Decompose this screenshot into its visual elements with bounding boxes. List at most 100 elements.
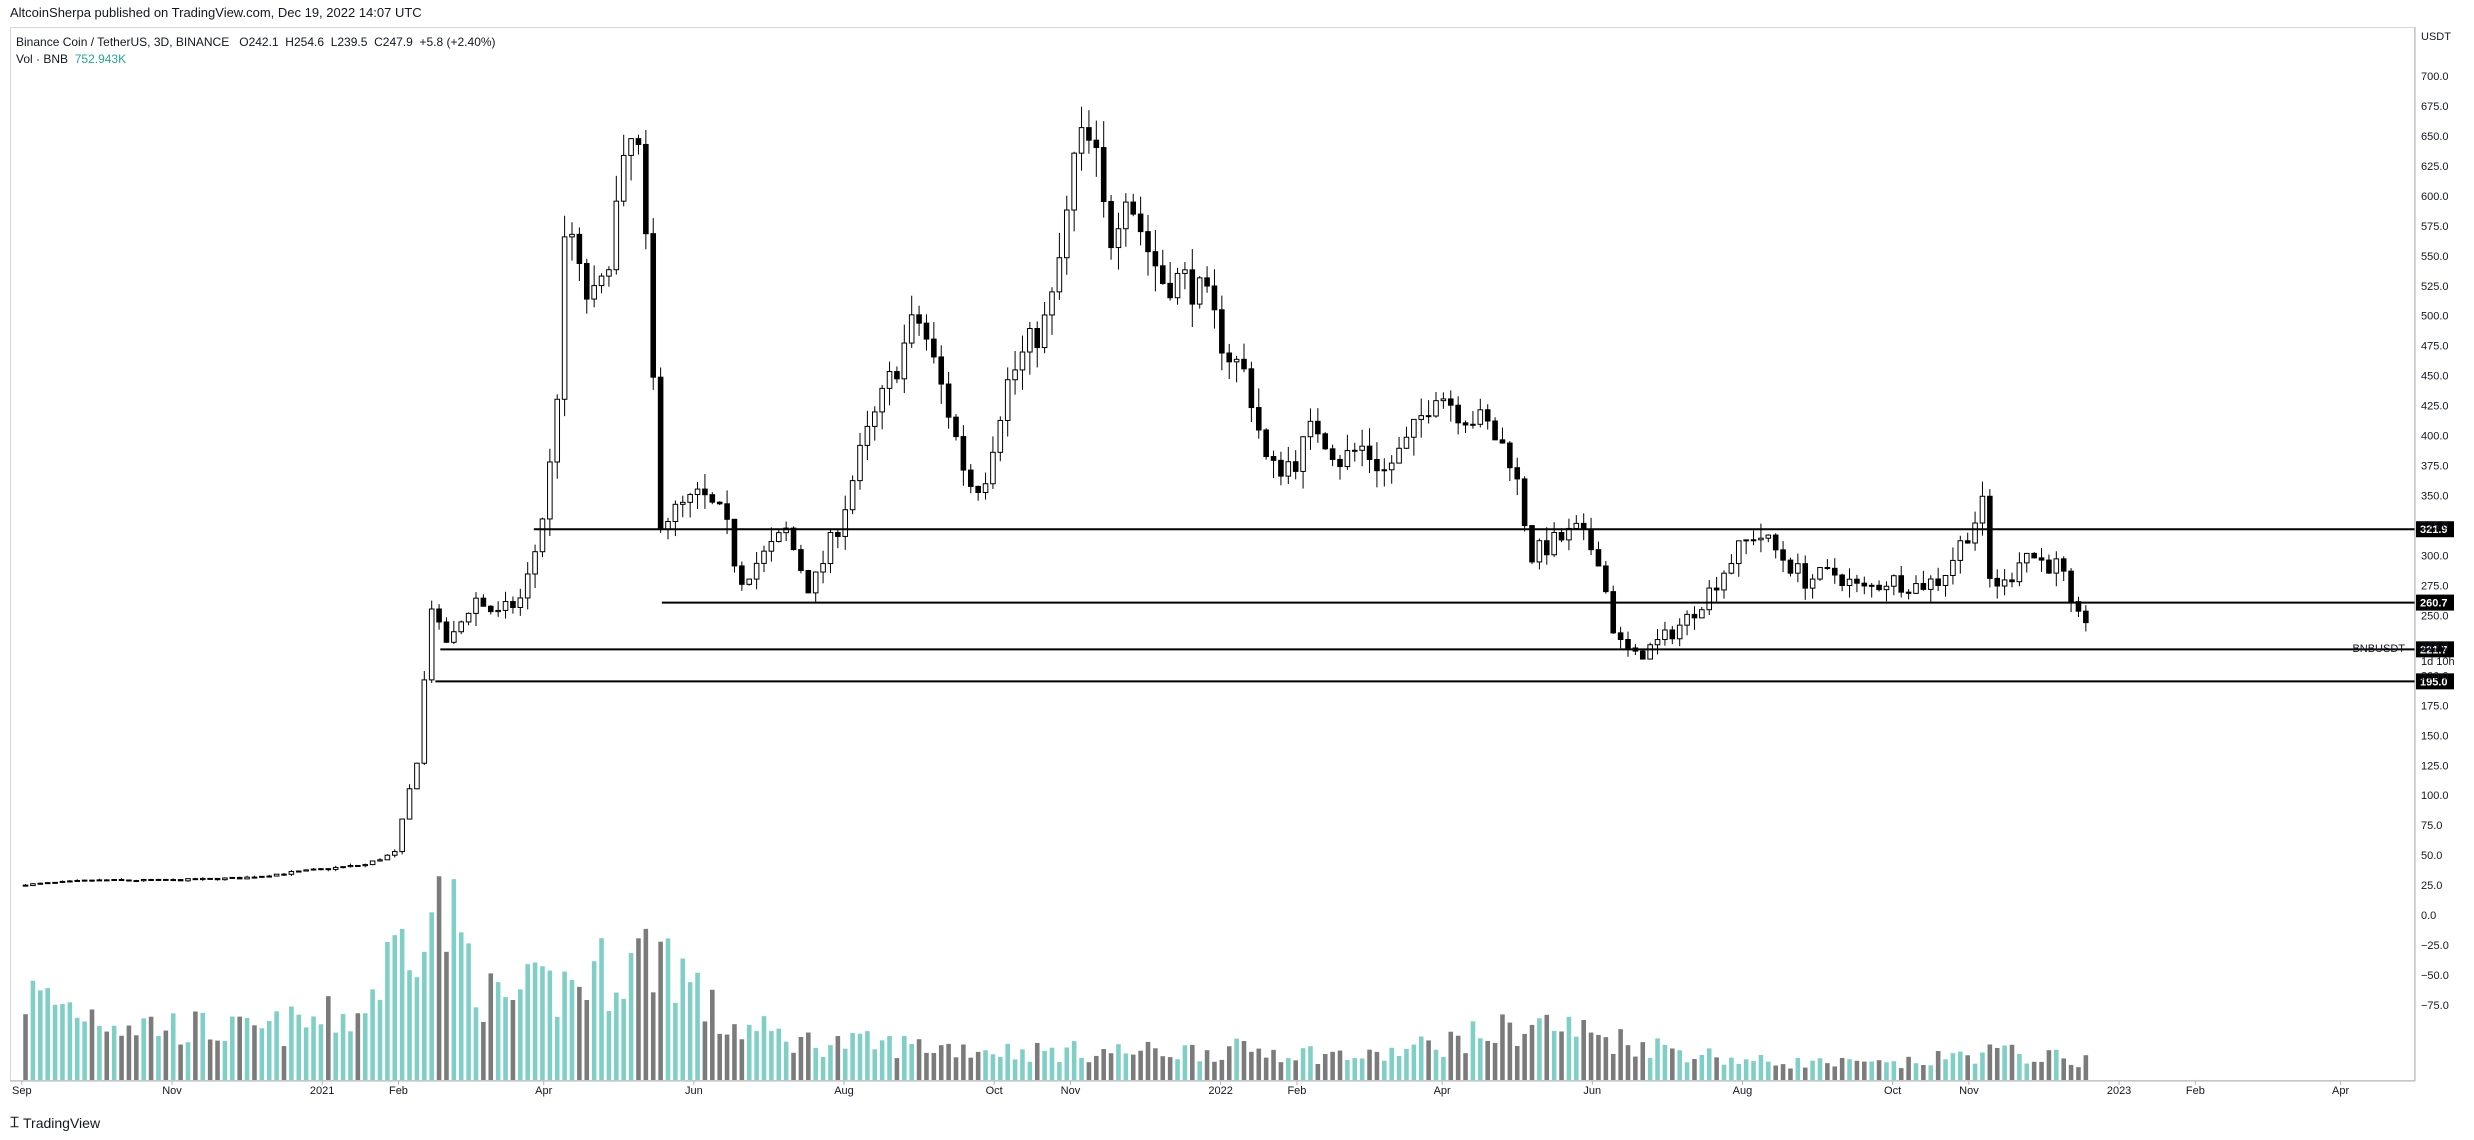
tradingview-footer[interactable]: ⌶ TradingView [10,1114,100,1131]
volume-bar [865,1031,870,1080]
volume-bar [1810,1060,1815,1080]
volume-bar [1079,1057,1084,1080]
candle-body [236,876,243,880]
volume-bar [1057,1062,1062,1080]
volume-bar [813,1047,818,1080]
volume-bar [436,876,442,1080]
candle-body [2053,558,2060,574]
volume-bar [1190,1044,1195,1080]
volume-bar [687,982,693,1080]
volume-bar [702,1021,708,1080]
candle-body [532,551,538,575]
candle-body [1536,540,1543,563]
volume-bar [1271,1049,1276,1080]
time-axis-tick: 2021 [310,1085,334,1097]
volume-bar [1249,1051,1254,1080]
volume-bar [1359,1058,1365,1080]
candle-body [827,531,834,565]
candle-body [288,871,295,875]
candle-body [1765,534,1772,539]
candle-body [1802,563,1809,589]
volume-bar [998,1057,1003,1080]
candle-body [953,416,959,438]
candle-body [1758,537,1764,541]
volume-bar [902,1035,907,1080]
candle-body [879,387,885,413]
candle-body [1374,458,1380,472]
candle-body [177,879,184,882]
candle-body [1123,201,1129,230]
volume-bar [1101,1049,1106,1080]
candle-body [628,138,634,156]
volume-bar [399,928,405,1080]
volume-bar [1869,1061,1874,1080]
candle-body [967,469,974,487]
volume-bar [1182,1045,1188,1080]
volume-bar [1898,1068,1904,1080]
volume-bar [1175,1059,1180,1080]
volume-bar [710,989,715,1080]
volume-bar [650,992,656,1080]
candle-body [192,878,199,881]
time-axis-tick: Feb [2186,1085,2205,1097]
candle-body [931,338,937,358]
candle-body [1846,578,1853,586]
candle-body [547,461,553,520]
candle-body [325,868,332,871]
candle-body [783,527,789,534]
volume-bar [532,962,538,1080]
candle-body [1735,540,1742,565]
time-axis-tick: Nov [162,1085,182,1097]
published-by-text: AltcoinSherpa published on TradingView.c… [10,5,422,20]
candle-body [790,527,797,551]
candle-body [340,866,346,869]
candle-body [1167,282,1173,299]
price-axis-tick: 650.0 [2421,131,2449,143]
volume-bar [495,982,501,1080]
volume-bar [732,1024,737,1080]
volume-bar [141,1018,146,1080]
legend-open-value: 242.1 [248,35,279,49]
tradingview-brand-text: TradingView [23,1114,101,1131]
candle-body [1204,277,1210,287]
candle-body [1381,469,1388,472]
legend-symbol: Binance Coin / TetherUS, 3D, BINANCE [16,35,230,49]
candle-body [1078,127,1085,154]
candle-body [517,597,524,608]
candle-body [1211,285,1218,311]
volume-bar [60,1003,65,1080]
time-axis-tick: Apr [1434,1085,1451,1097]
legend-h-label: H [285,35,294,49]
candle-body [310,868,317,871]
price-axis-tick: 350.0 [2421,491,2449,503]
price-axis-tick: 100.0 [2421,790,2449,802]
candle-body [74,879,81,882]
candle-body [52,881,58,884]
price-axis-tick: 375.0 [2421,461,2449,473]
candle-body [2031,552,2037,559]
volume-bar [1086,1062,1092,1080]
volume-bar [1699,1055,1705,1080]
candle-body [1086,127,1092,141]
volume-bar [52,1004,58,1080]
volume-bar [458,932,464,1080]
candle-body [990,451,996,485]
volume-bar [1478,1038,1483,1080]
candle-body [96,879,103,882]
candle-body [1669,629,1676,640]
volume-bar [1241,1041,1247,1080]
time-axis-tick: Sep [12,1085,32,1097]
candle-body [1684,613,1690,626]
price-axis-tick: 50.0 [2421,850,2442,862]
candle-body [1145,231,1151,253]
candle-body [1388,462,1395,471]
candle-body [1307,420,1314,438]
candle-body [982,483,989,493]
candle-body [1292,461,1299,472]
candle-body [148,879,154,882]
candle-body [1174,272,1181,299]
volume-bar [1647,1057,1653,1080]
candle-body [185,878,191,882]
volume-bar [1463,1053,1468,1080]
